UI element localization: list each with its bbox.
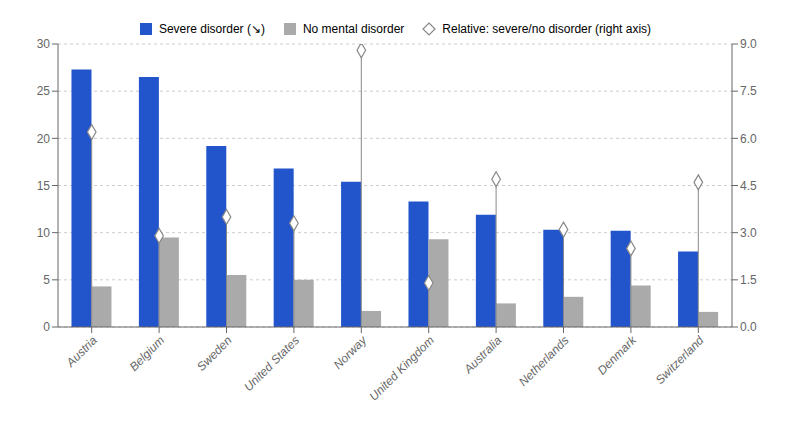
svg-text:Switzerland: Switzerland [653,333,707,387]
html-text:Severe disorder (↘): Severe disorder (↘) [158,22,265,36]
svg-text:1.5: 1.5 [740,273,757,287]
svg-text:30: 30 [37,37,51,51]
svg-text:Denmark: Denmark [595,333,640,378]
svg-text:9.0: 9.0 [740,37,757,51]
svg-text:4.5: 4.5 [740,179,757,193]
svg-text:0.0: 0.0 [740,320,757,334]
svg-text:5: 5 [43,273,50,287]
html-text:Relative: severe/no disorder (: Relative: severe/no disorder (right axis… [442,22,652,36]
svg-text:Netherlands: Netherlands [516,333,572,389]
svg-text:Sweden: Sweden [194,333,235,374]
svg-text:United Kingdom: United Kingdom [367,333,437,403]
svg-text:10: 10 [37,226,51,240]
svg-text:Austria: Austria [63,333,100,370]
svg-text:Norway: Norway [331,333,370,372]
svg-text:3.0: 3.0 [740,226,757,240]
svg-text:Australia: Australia [461,333,505,377]
html-text:No mental disorder: No mental disorder [302,22,405,36]
svg-text:20: 20 [37,132,51,146]
svg-text:United States: United States [241,333,302,394]
svg-text:25: 25 [37,84,51,98]
svg-text:6.0: 6.0 [740,132,757,146]
svg-text:Belgium: Belgium [127,333,168,374]
svg-text:0: 0 [43,320,50,334]
svg-text:7.5: 7.5 [740,84,757,98]
svg-text:15: 15 [37,179,51,193]
